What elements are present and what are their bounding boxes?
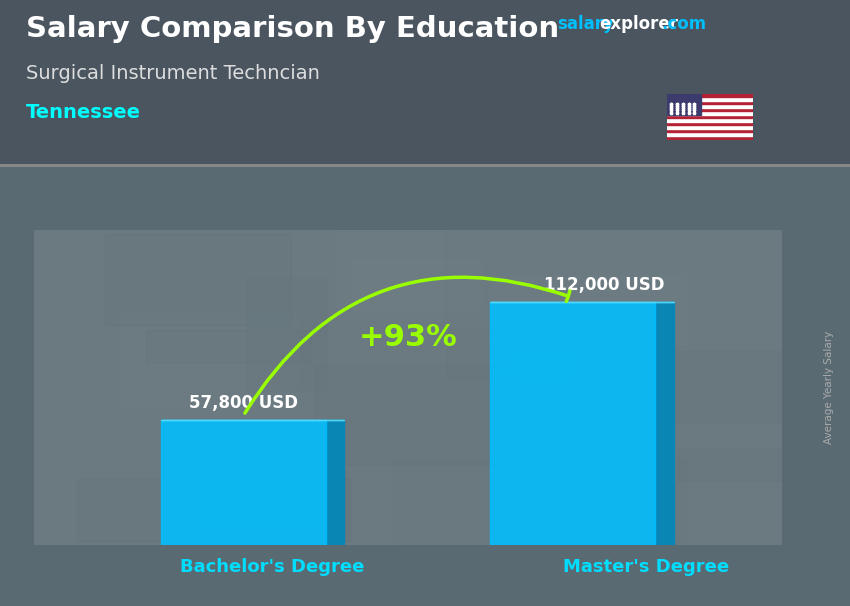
Bar: [556, 173, 837, 265]
Bar: [408, 348, 706, 450]
Bar: [490, 302, 654, 545]
Bar: [214, 382, 330, 442]
Bar: [358, 398, 652, 513]
Text: explorer: explorer: [599, 15, 678, 33]
Polygon shape: [654, 302, 673, 545]
Text: Bachelor's Degree: Bachelor's Degree: [180, 558, 364, 576]
Text: +93%: +93%: [359, 323, 457, 351]
Text: Salary Comparison By Education: Salary Comparison By Education: [26, 15, 558, 43]
Bar: [235, 189, 455, 264]
Bar: [556, 312, 666, 377]
Polygon shape: [326, 420, 344, 545]
Bar: [616, 399, 850, 511]
Bar: [649, 291, 741, 365]
Bar: [546, 413, 728, 494]
Bar: [308, 252, 582, 312]
Text: Average Yearly Salary: Average Yearly Salary: [824, 331, 834, 444]
Text: Tennessee: Tennessee: [26, 103, 140, 122]
Text: 57,800 USD: 57,800 USD: [189, 394, 298, 412]
Bar: [158, 367, 418, 442]
Text: salary: salary: [557, 15, 614, 33]
Bar: [78, 371, 260, 406]
Bar: [386, 219, 639, 304]
Text: .com: .com: [661, 15, 706, 33]
Bar: [472, 412, 589, 450]
Bar: [191, 408, 443, 487]
Polygon shape: [667, 94, 701, 115]
Bar: [394, 396, 566, 470]
Text: 112,000 USD: 112,000 USD: [544, 276, 665, 295]
Bar: [549, 269, 815, 327]
Bar: [249, 345, 424, 379]
Text: Surgical Instrument Techncian: Surgical Instrument Techncian: [26, 64, 320, 82]
Bar: [162, 420, 326, 545]
Bar: [326, 211, 472, 308]
Bar: [34, 230, 782, 545]
Text: Master's Degree: Master's Degree: [563, 558, 729, 576]
Bar: [205, 394, 292, 499]
